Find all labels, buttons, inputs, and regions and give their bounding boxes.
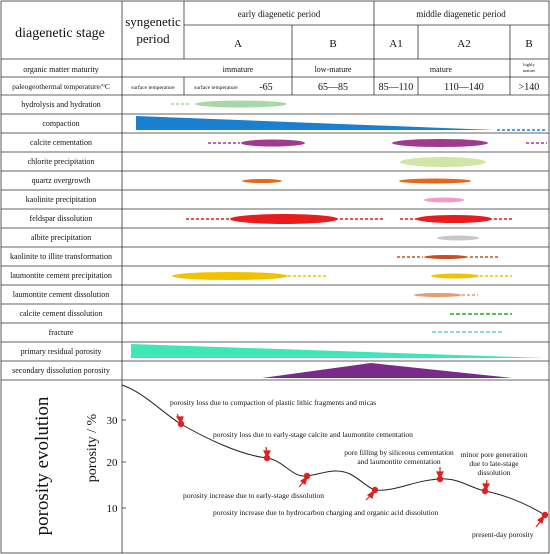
porosity-curve: [121, 384, 546, 516]
bar-albite: [437, 235, 479, 241]
process-label-illite: kaolinite to illite transformation: [10, 252, 112, 261]
temperature-value-2: 65—85: [318, 82, 348, 93]
curve-annotations: porosity loss due to compaction of plast…: [170, 398, 534, 539]
annotation-arrows: [175, 413, 546, 528]
middle-period-label: middle diagenetic period: [416, 9, 506, 19]
process-label-laumontite-precipitation: laumontite cement precipitation: [10, 271, 112, 280]
maturity-low-mature: low-mature: [315, 65, 352, 74]
temperature-value-1: -65: [259, 82, 272, 93]
bar-primary-porosity: [131, 344, 545, 358]
bar-laumontite-precipitation: [172, 272, 512, 280]
annotation-present-day: present-day porosity: [472, 530, 534, 539]
annotation-late-dissolution-line1: minor pore generation: [461, 450, 528, 459]
process-label-calcite-dissolution: calcite cement dissolution: [19, 309, 102, 318]
stage-late-B-label: B: [525, 38, 532, 50]
process-label-compaction: compaction: [42, 119, 79, 128]
stage-label: diagenetic stage: [15, 26, 105, 41]
maturity-label: organic matter maturity: [23, 65, 98, 74]
annotation-late-dissolution-line2: due to late-stage: [469, 459, 519, 468]
stage-B-label: B: [329, 38, 336, 50]
porosity-evolution-title: porosity evolution: [32, 396, 53, 535]
bar-calcite-cementation: [208, 139, 547, 147]
bar-illite: [397, 255, 498, 259]
bar-hydrolysis: [171, 100, 287, 108]
tick-10: 10: [107, 503, 119, 515]
tick-30: 30: [107, 415, 119, 427]
stage-A2-label: A2: [457, 38, 470, 50]
stage-A-label: A: [234, 38, 242, 50]
early-period-label: early diagenetic period: [238, 9, 321, 19]
maturity-highly-line2: mature: [523, 68, 536, 73]
bar-quartz: [242, 178, 471, 184]
process-label-feldspar: feldspar dissolution: [30, 214, 93, 223]
bar-laumontite-dissolution: [414, 293, 478, 297]
temperature-value-3: 85—110: [379, 82, 414, 93]
bar-feldspar: [186, 214, 512, 224]
porosity-axis-label: porosity / %: [85, 413, 100, 482]
process-label-chlorite: chlorite precipitation: [28, 157, 95, 166]
stage-A1-label: A1: [389, 38, 402, 50]
process-label-hydrolysis: hydrolysis and hydration: [21, 100, 101, 109]
annotation-compaction: porosity loss due to compaction of plast…: [170, 398, 376, 407]
maturity-immature: immature: [223, 65, 254, 74]
bar-secondary-porosity: [262, 363, 512, 378]
syngenetic-label-line1: syngenetic: [125, 14, 181, 29]
process-label-fracture: fracture: [49, 328, 74, 337]
syngenetic-label-line2: period: [136, 31, 170, 46]
annotation-early-dissolution: porosity increase due to early-stage dis…: [183, 491, 324, 500]
process-label-quartz: quartz overgrowth: [32, 176, 91, 185]
maturity-highly-line1: highly: [523, 62, 535, 67]
temperature-value-5: >140: [519, 82, 540, 93]
annotation-hydrocarbon: porosity increase due to hydrocarbon cha…: [213, 508, 439, 517]
temperature-surface-2: surface temperature: [194, 84, 238, 91]
bar-kaolinite: [424, 197, 464, 203]
bar-compaction: [136, 116, 547, 131]
process-label-kaolinite: kaolinite precipitation: [26, 195, 96, 204]
process-label-albite: albite precipitation: [31, 233, 91, 242]
annotation-siliceous-line2: and laumontite cementation: [357, 457, 441, 466]
temperature-surface-1: surface temperature: [131, 84, 175, 91]
process-label-primary-porosity: primary residual porosity: [21, 347, 102, 356]
annotation-early-cementation: porosity loss due to early-stage calcite…: [213, 430, 413, 439]
annotation-siliceous-line1: pore filling by siliceous cementation: [344, 448, 454, 457]
temperature-value-4: 110—140: [444, 82, 484, 93]
tick-20: 20: [107, 457, 119, 469]
process-label-laumontite-dissolution: laumontite cement dissolution: [13, 290, 109, 299]
bar-chlorite: [400, 157, 486, 167]
maturity-mature: mature: [430, 65, 453, 74]
process-label-calcite-cementation: calcite cementation: [30, 138, 92, 147]
process-label-secondary-porosity: secondary dissolution porosity: [12, 366, 110, 375]
annotation-late-dissolution-line3: dissolution: [478, 468, 511, 477]
process-labels: hydrolysis and hydration compaction calc…: [10, 100, 112, 375]
temperature-label: paleogeothermal temperature/°C: [12, 82, 110, 91]
porosity-axis-ticks: [122, 419, 126, 509]
